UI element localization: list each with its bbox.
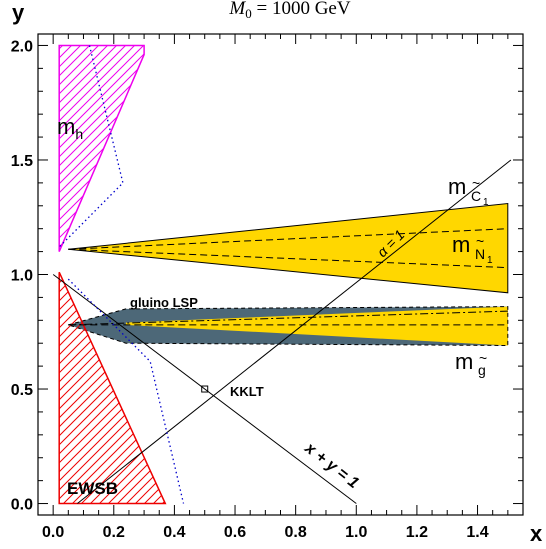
x-tick-label: 0.6: [224, 524, 246, 541]
y-tick-label: 0.5: [11, 382, 33, 399]
x-tick-label: 0.4: [163, 524, 185, 541]
x-axis-label: x: [530, 521, 543, 546]
mh-region: [58, 44, 145, 252]
svg-text:1: 1: [487, 255, 493, 266]
svg-text:g: g: [478, 362, 486, 378]
ticks: [37, 34, 523, 515]
chargino-mass-label: m ~ C 1: [448, 174, 489, 208]
y-tick-label: 1.5: [11, 153, 33, 170]
chargino-band-region: [68, 202, 509, 294]
x-tick-label: 1.2: [406, 524, 428, 541]
y-tick-label: 0.0: [11, 497, 33, 514]
svg-text:1: 1: [483, 197, 489, 208]
y-tick-label: 1.0: [11, 268, 33, 285]
chargino-dashed-lower-line: [68, 248, 508, 269]
svg-text:~: ~: [476, 233, 484, 249]
chart-title: M0 = 1000 GeV: [228, 0, 350, 21]
gluino-dashdot-line: [68, 310, 508, 326]
tick-labels: 0.0 0.2 0.4 0.6 0.8 1.0 1.2 1.4 0.0 0.5 1.0 1.5 2.0: [11, 38, 489, 541]
x-tick-label: 0.2: [103, 524, 125, 541]
mh-label: mh: [57, 114, 83, 142]
x-plus-y-equals-1-line: [52, 274, 357, 504]
kklt-marker: [201, 385, 209, 393]
neutralino-mass-label: m ~ N 1: [452, 232, 493, 266]
x-tick-label: 1.4: [466, 524, 488, 541]
ewsb-label: EWSB: [67, 479, 118, 498]
gluino-lsp-label: gluino LSP: [130, 295, 198, 310]
y-tick-label: 2.0: [11, 38, 33, 55]
ewsb-region: [58, 271, 167, 505]
gluino-lsp-outline: [66, 306, 509, 347]
x-tick-label: 1.0: [345, 524, 367, 541]
regions: [58, 44, 509, 505]
gluino-band-yellow-region: [125, 306, 508, 346]
alpha-equals-1-line: [77, 159, 512, 504]
svg-text:~: ~: [472, 175, 480, 191]
gluino-mass-label: m ~ g: [455, 349, 487, 378]
chargino-dashed-upper-line: [68, 228, 508, 250]
lines: [52, 45, 512, 504]
kklt-label: KKLT: [230, 384, 264, 399]
x-tick-label: 0.8: [285, 524, 307, 541]
y-axis-label: y: [12, 0, 25, 25]
svg-text:m: m: [455, 349, 473, 374]
svg-text:~: ~: [479, 350, 487, 366]
svg-text:C: C: [471, 188, 481, 204]
svg-text:m: m: [448, 174, 466, 199]
svg-text:m: m: [452, 232, 470, 257]
x-tick-label: 0.0: [42, 524, 64, 541]
svg-text:N: N: [475, 246, 485, 262]
